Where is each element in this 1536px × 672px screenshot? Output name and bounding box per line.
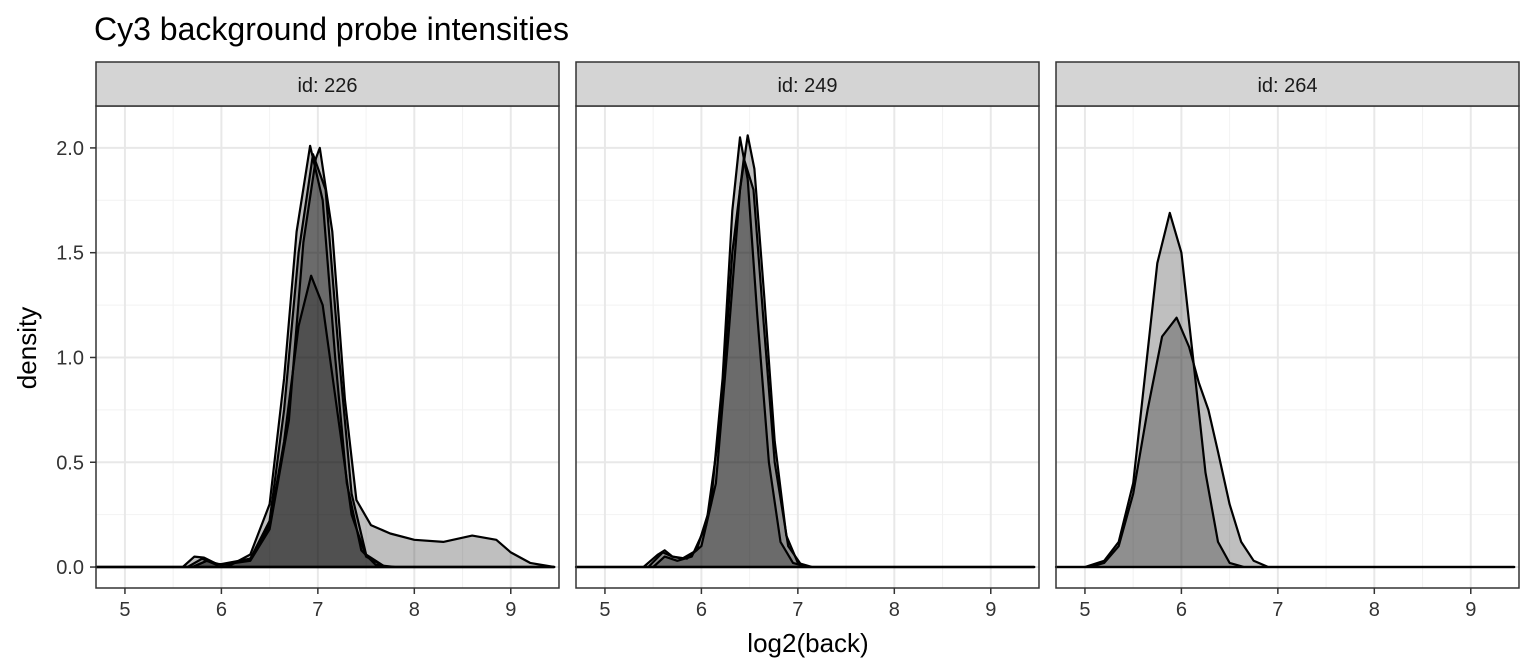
panel-background	[576, 106, 1039, 588]
facet-strip	[1055, 61, 1520, 107]
y-tick-label: 2.0	[56, 138, 84, 160]
x-tick-label: 7	[312, 599, 323, 621]
density-area-3	[574, 157, 1036, 569]
x-tick-label: 6	[216, 599, 227, 621]
x-tick-label: 7	[1272, 599, 1283, 621]
x-tick-label: 5	[1079, 599, 1090, 621]
y-tick-label: 1.0	[56, 347, 84, 369]
x-tick-label: 8	[889, 599, 900, 621]
x-tick-label: 5	[599, 599, 610, 621]
y-tick-label: 0.5	[56, 452, 84, 474]
facet-strip-label: id: 226	[297, 75, 357, 97]
density-area-1	[1054, 211, 1516, 569]
x-axis-title: log2(back)	[747, 628, 868, 658]
density-area-2	[1054, 316, 1516, 569]
y-tick-label: 0.0	[56, 557, 84, 579]
x-tick-label: 7	[792, 599, 803, 621]
x-tick-label: 8	[409, 599, 420, 621]
x-tick-label: 8	[1369, 599, 1380, 621]
y-tick-label: 1.5	[56, 243, 84, 265]
x-tick-label: 5	[119, 599, 130, 621]
x-tick-label: 6	[696, 599, 707, 621]
facet-strip	[95, 61, 560, 107]
x-tick-label: 9	[505, 599, 516, 621]
density-area-1	[574, 136, 1036, 569]
facet-panel-3: id: 264 5 6 7 8 9	[1054, 61, 1520, 621]
x-tick-label: 9	[985, 599, 996, 621]
y-axis-title: density	[12, 307, 42, 389]
density-area-1	[94, 144, 556, 569]
x-tick-label: 6	[1176, 599, 1187, 621]
facet-strip-label: id: 249	[777, 75, 837, 97]
facet-panel-2: id: 249 5 6 7 8 9	[574, 61, 1040, 621]
x-tick-label: 9	[1465, 599, 1476, 621]
facet-strip-label: id: 264	[1257, 75, 1317, 97]
density-area-3	[94, 146, 556, 569]
facet-panel-1: id: 226 5 6 7 8 9 0.0 0.5 1.0 1.5 2.0	[56, 61, 560, 621]
facet-strip	[575, 61, 1040, 107]
density-area-4	[94, 274, 556, 569]
chart-title: Cy3 background probe intensities	[94, 11, 569, 47]
